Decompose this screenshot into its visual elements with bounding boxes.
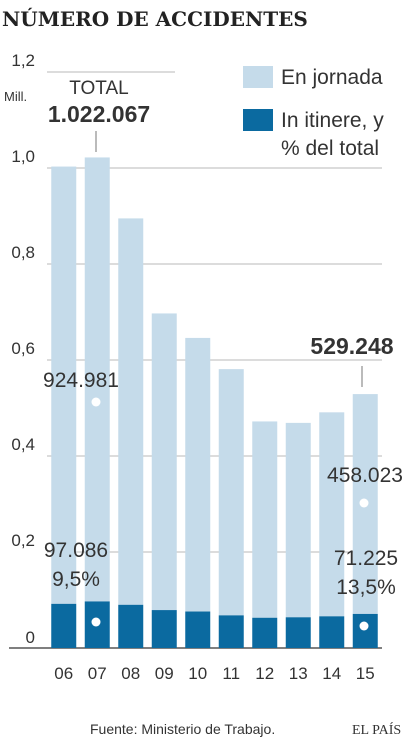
jornada-marker-2015 [359, 498, 369, 508]
y-tick-label: 0,8 [11, 243, 35, 262]
bar-en-jornada-10 [185, 337, 211, 612]
y-tick-label: 0 [26, 628, 35, 647]
y-tick-label: 0,2 [11, 531, 35, 550]
itinere-value-2015: 71.225 [334, 547, 398, 570]
bar-in-itinere-08 [118, 604, 144, 648]
bar-in-itinere-11 [218, 615, 244, 648]
y-axis-unit-label: Mill. [4, 89, 27, 104]
bar-in-itinere-09 [151, 610, 177, 648]
source-note: Fuente: Ministerio de Trabajo. [90, 721, 275, 737]
bar-en-jornada-09 [151, 313, 177, 611]
bar-in-itinere-06 [51, 603, 77, 648]
jornada-value-2015: 458.023 [327, 464, 403, 487]
x-axis-ticks: 06 07 08 09 10 11 12 13 14 15 [54, 664, 374, 683]
itinere-marker-2015 [359, 621, 369, 631]
itinere-value-2007: 97.086 [44, 539, 108, 562]
x-tick-label: 15 [356, 664, 375, 683]
total-value-2015: 529.248 [310, 333, 393, 359]
jornada-value-2007: 924.981 [43, 369, 119, 392]
y-tick-label: 1,0 [11, 147, 35, 166]
y-axis-ticks: 0 0,2 0,4 0,6 0,8 1,0 1,2 [11, 51, 35, 647]
x-tick-label: 11 [222, 664, 240, 683]
bar-en-jornada-14 [319, 412, 345, 617]
bar-in-itinere-14 [319, 616, 345, 648]
bar-en-jornada-06 [51, 166, 77, 604]
bar-en-jornada-12 [252, 421, 278, 618]
legend-label-in-itinere-line1: In itinere, y [281, 109, 384, 132]
itinere-pct-2015: 13,5% [336, 576, 396, 599]
brand-logo: EL PAÍS [352, 721, 401, 738]
y-tick-label: 0,4 [11, 435, 35, 454]
x-tick-label: 09 [155, 664, 174, 683]
x-tick-label: 13 [289, 664, 308, 683]
bar-en-jornada-11 [218, 369, 244, 616]
y-tick-label: 1,2 [11, 51, 35, 70]
itinere-marker-2007 [91, 617, 101, 627]
total-label-2007: TOTAL [69, 78, 128, 99]
legend: En jornada In itinere, y % del total [243, 66, 384, 160]
jornada-marker-2007 [91, 397, 101, 407]
bar-in-itinere-13 [285, 617, 311, 648]
x-tick-label: 14 [322, 664, 341, 683]
bar-en-jornada-08 [118, 218, 144, 605]
legend-swatch-in-itinere [243, 109, 273, 131]
bar-in-itinere-10 [185, 611, 211, 648]
bars [51, 157, 378, 648]
x-tick-label: 10 [188, 664, 207, 683]
x-tick-label: 08 [121, 664, 140, 683]
bar-en-jornada-13 [285, 422, 311, 618]
x-tick-label: 07 [88, 664, 107, 683]
itinere-pct-2007: 9,5% [52, 568, 100, 591]
y-tick-label: 0,6 [11, 339, 35, 358]
legend-label-in-itinere-line2: % del total [281, 137, 379, 160]
legend-swatch-en-jornada [243, 66, 273, 88]
chart-title: NÚMERO DE ACCIDENTES [2, 6, 308, 31]
bar-en-jornada-07 [84, 157, 110, 602]
legend-label-en-jornada: En jornada [281, 66, 383, 89]
bar-in-itinere-15 [352, 613, 378, 648]
total-value-2007: 1.022.067 [48, 101, 150, 127]
x-tick-label: 12 [255, 664, 274, 683]
x-tick-label: 06 [54, 664, 73, 683]
bar-in-itinere-12 [252, 617, 278, 648]
